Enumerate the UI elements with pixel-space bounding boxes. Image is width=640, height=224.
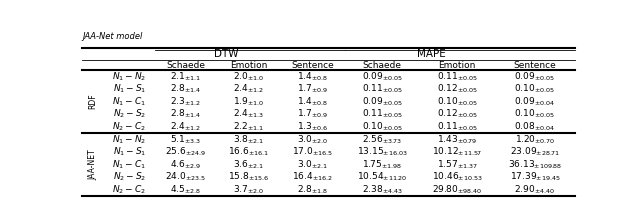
Text: $2.56_{\pm 3.73}$: $2.56_{\pm 3.73}$	[362, 133, 403, 146]
Text: $N_1-N_2$: $N_1-N_2$	[112, 133, 147, 146]
Text: $0.09_{\pm0.04}$: $0.09_{\pm0.04}$	[515, 95, 556, 108]
Text: $0.10_{\pm0.05}$: $0.10_{\pm0.05}$	[362, 121, 403, 133]
Text: Schaede: Schaede	[166, 60, 205, 69]
Text: $N_2-C_2$: $N_2-C_2$	[113, 183, 146, 196]
Text: $1.75_{\pm 1.98}$: $1.75_{\pm 1.98}$	[362, 158, 403, 171]
Text: $10.54_{\pm11.20}$: $10.54_{\pm11.20}$	[357, 171, 408, 183]
Text: $1.4_{\pm0.8}$: $1.4_{\pm0.8}$	[297, 95, 328, 108]
Text: $2.3_{\pm1.2}$: $2.3_{\pm1.2}$	[170, 95, 201, 108]
Text: $17.39_{\pm19.45}$: $17.39_{\pm19.45}$	[509, 171, 560, 183]
Text: $0.11_{\pm0.05}$: $0.11_{\pm0.05}$	[362, 83, 403, 95]
Text: $1.7_{\pm0.9}$: $1.7_{\pm0.9}$	[297, 83, 328, 95]
Text: $2.38_{\pm 4.43}$: $2.38_{\pm 4.43}$	[362, 183, 403, 196]
Text: $3.0_{\pm 2.0}$: $3.0_{\pm 2.0}$	[297, 133, 328, 146]
Text: $17.0_{\pm16.5}$: $17.0_{\pm16.5}$	[292, 146, 333, 158]
Text: Sentence: Sentence	[513, 60, 556, 69]
Text: RDF: RDF	[89, 94, 98, 109]
Text: $10.46_{\pm10.53}$: $10.46_{\pm10.53}$	[432, 171, 483, 183]
Text: JAA-Net model: JAA-Net model	[83, 32, 143, 41]
Text: $0.10_{\pm0.05}$: $0.10_{\pm0.05}$	[515, 83, 556, 95]
Text: $N_1-C_1$: $N_1-C_1$	[113, 158, 146, 171]
Text: $1.4_{\pm0.8}$: $1.4_{\pm0.8}$	[297, 70, 328, 83]
Text: $1.9_{\pm1.0}$: $1.9_{\pm1.0}$	[233, 95, 264, 108]
Text: MAPE: MAPE	[417, 49, 446, 59]
Text: $0.12_{\pm0.05}$: $0.12_{\pm0.05}$	[436, 83, 477, 95]
Text: $0.10_{\pm0.05}$: $0.10_{\pm0.05}$	[436, 95, 477, 108]
Text: $0.09_{\pm0.05}$: $0.09_{\pm0.05}$	[362, 95, 403, 108]
Text: $25.6_{\pm24.9}$: $25.6_{\pm24.9}$	[165, 146, 206, 158]
Text: $13.15_{\pm16.03}$: $13.15_{\pm16.03}$	[357, 146, 408, 158]
Text: $N_2-S_2$: $N_2-S_2$	[113, 108, 146, 121]
Text: Sentence: Sentence	[291, 60, 334, 69]
Text: $0.09_{\pm0.05}$: $0.09_{\pm0.05}$	[362, 70, 403, 83]
Text: $3.6_{\pm 2.1}$: $3.6_{\pm 2.1}$	[233, 158, 264, 171]
Text: $4.5_{\pm 2.8}$: $4.5_{\pm 2.8}$	[170, 183, 201, 196]
Text: $2.1_{\pm1.1}$: $2.1_{\pm1.1}$	[170, 70, 201, 83]
Text: $5.1_{\pm 3.3}$: $5.1_{\pm 3.3}$	[170, 133, 201, 146]
Text: $N_1-N_2$: $N_1-N_2$	[112, 70, 147, 83]
Text: $N_1-S_1$: $N_1-S_1$	[113, 146, 146, 158]
Text: Emotion: Emotion	[230, 60, 267, 69]
Text: $0.10_{\pm0.05}$: $0.10_{\pm0.05}$	[515, 108, 556, 121]
Text: $1.43_{\pm 0.79}$: $1.43_{\pm 0.79}$	[437, 133, 477, 146]
Text: $3.7_{\pm 2.0}$: $3.7_{\pm 2.0}$	[233, 183, 264, 196]
Text: $2.0_{\pm1.0}$: $2.0_{\pm1.0}$	[233, 70, 264, 83]
Text: $N_1-S_1$: $N_1-S_1$	[113, 83, 146, 95]
Text: $16.6_{\pm16.1}$: $16.6_{\pm16.1}$	[228, 146, 269, 158]
Text: $N_2-S_2$: $N_2-S_2$	[113, 171, 146, 183]
Text: $0.11_{\pm0.05}$: $0.11_{\pm0.05}$	[436, 121, 477, 133]
Text: $0.11_{\pm0.05}$: $0.11_{\pm0.05}$	[362, 108, 403, 121]
Text: $36.13_{\pm109.88}$: $36.13_{\pm109.88}$	[508, 158, 562, 171]
Text: $2.2_{\pm1.1}$: $2.2_{\pm1.1}$	[233, 121, 264, 133]
Text: Emotion: Emotion	[438, 60, 476, 69]
Text: $2.4_{\pm1.2}$: $2.4_{\pm1.2}$	[233, 83, 264, 95]
Text: $10.12_{\pm11.57}$: $10.12_{\pm11.57}$	[432, 146, 483, 158]
Text: $0.08_{\pm0.04}$: $0.08_{\pm0.04}$	[515, 121, 556, 133]
Text: $0.11_{\pm0.05}$: $0.11_{\pm0.05}$	[436, 70, 477, 83]
Text: $2.4_{\pm1.3}$: $2.4_{\pm1.3}$	[233, 108, 264, 121]
Text: DTW: DTW	[214, 49, 238, 59]
Text: $4.6_{\pm 2.9}$: $4.6_{\pm 2.9}$	[170, 158, 201, 171]
Text: $16.4_{\pm16.2}$: $16.4_{\pm16.2}$	[292, 171, 333, 183]
Text: $2.8_{\pm1.4}$: $2.8_{\pm1.4}$	[170, 108, 201, 121]
Text: $1.57_{\pm 1.37}$: $1.57_{\pm 1.37}$	[436, 158, 477, 171]
Text: $N_1-C_1$: $N_1-C_1$	[113, 95, 146, 108]
Text: $0.12_{\pm0.05}$: $0.12_{\pm0.05}$	[436, 108, 477, 121]
Text: Schaede: Schaede	[363, 60, 402, 69]
Text: $2.4_{\pm1.2}$: $2.4_{\pm1.2}$	[170, 121, 201, 133]
Text: $0.09_{\pm0.05}$: $0.09_{\pm0.05}$	[515, 70, 556, 83]
Text: JAA-NET: JAA-NET	[89, 149, 98, 180]
Text: $15.8_{\pm15.6}$: $15.8_{\pm15.6}$	[228, 171, 269, 183]
Text: $3.0_{\pm 2.1}$: $3.0_{\pm 2.1}$	[297, 158, 328, 171]
Text: $1.3_{\pm0.6}$: $1.3_{\pm0.6}$	[297, 121, 328, 133]
Text: $2.8_{\pm 1.8}$: $2.8_{\pm 1.8}$	[297, 183, 328, 196]
Text: $2.90_{\pm 4.40}$: $2.90_{\pm 4.40}$	[515, 183, 556, 196]
Text: $2.8_{\pm1.4}$: $2.8_{\pm1.4}$	[170, 83, 201, 95]
Text: $1.20_{\pm 0.70}$: $1.20_{\pm 0.70}$	[515, 133, 555, 146]
Text: $1.7_{\pm0.9}$: $1.7_{\pm0.9}$	[297, 108, 328, 121]
Text: $N_2-C_2$: $N_2-C_2$	[113, 121, 146, 133]
Text: $23.09_{\pm28.71}$: $23.09_{\pm28.71}$	[510, 146, 560, 158]
Text: $3.8_{\pm 2.1}$: $3.8_{\pm 2.1}$	[233, 133, 264, 146]
Text: $29.80_{\pm98.40}$: $29.80_{\pm98.40}$	[432, 183, 483, 196]
Text: $24.0_{\pm23.5}$: $24.0_{\pm23.5}$	[165, 171, 206, 183]
